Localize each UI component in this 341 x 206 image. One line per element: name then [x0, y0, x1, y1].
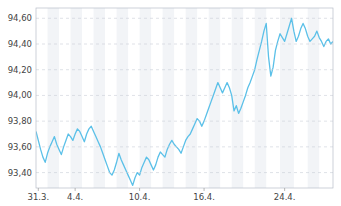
x-tick-label: 24.4. — [274, 192, 296, 202]
y-tick-label: 94,20 — [8, 65, 32, 75]
band — [174, 8, 186, 188]
y-tick-label: 93,60 — [8, 142, 32, 152]
plot-area — [36, 8, 333, 188]
y-tick-label: 94,00 — [8, 90, 32, 100]
x-tick — [204, 188, 205, 191]
grid-line — [36, 146, 333, 147]
y-tick-label: 94,40 — [8, 39, 32, 49]
x-tick-label: 10.4. — [129, 192, 151, 202]
line — [36, 18, 333, 185]
band — [294, 8, 308, 188]
band — [105, 8, 117, 188]
x-tick — [75, 188, 76, 191]
x-tick — [38, 188, 39, 191]
x-tick — [284, 188, 285, 191]
band — [82, 8, 94, 188]
plot-frame — [36, 8, 333, 188]
grid-line — [36, 18, 333, 19]
chart: 93,40 93,60 93,80 94,00 94,20 94,40 94,60 31.3.… — [0, 0, 341, 206]
band — [128, 8, 140, 188]
y-tick-label: 94,60 — [8, 13, 32, 23]
plot-background — [36, 8, 333, 188]
grid-line — [36, 172, 333, 173]
grid-line — [36, 44, 333, 45]
y-tick-label: 93,40 — [8, 168, 32, 178]
band — [319, 8, 333, 188]
grid-line — [36, 69, 333, 70]
y-tick-label: 93,80 — [8, 116, 32, 126]
x-tick — [139, 188, 140, 191]
x-tick-label: 16.4. — [193, 192, 215, 202]
band — [59, 8, 71, 188]
band — [220, 8, 232, 188]
grid-line — [36, 95, 333, 96]
band — [197, 8, 209, 188]
x-tick-label: 31.3. — [27, 192, 49, 202]
grid-line — [36, 121, 333, 122]
band — [266, 8, 280, 188]
x-tick-label: 4.4. — [67, 192, 83, 202]
